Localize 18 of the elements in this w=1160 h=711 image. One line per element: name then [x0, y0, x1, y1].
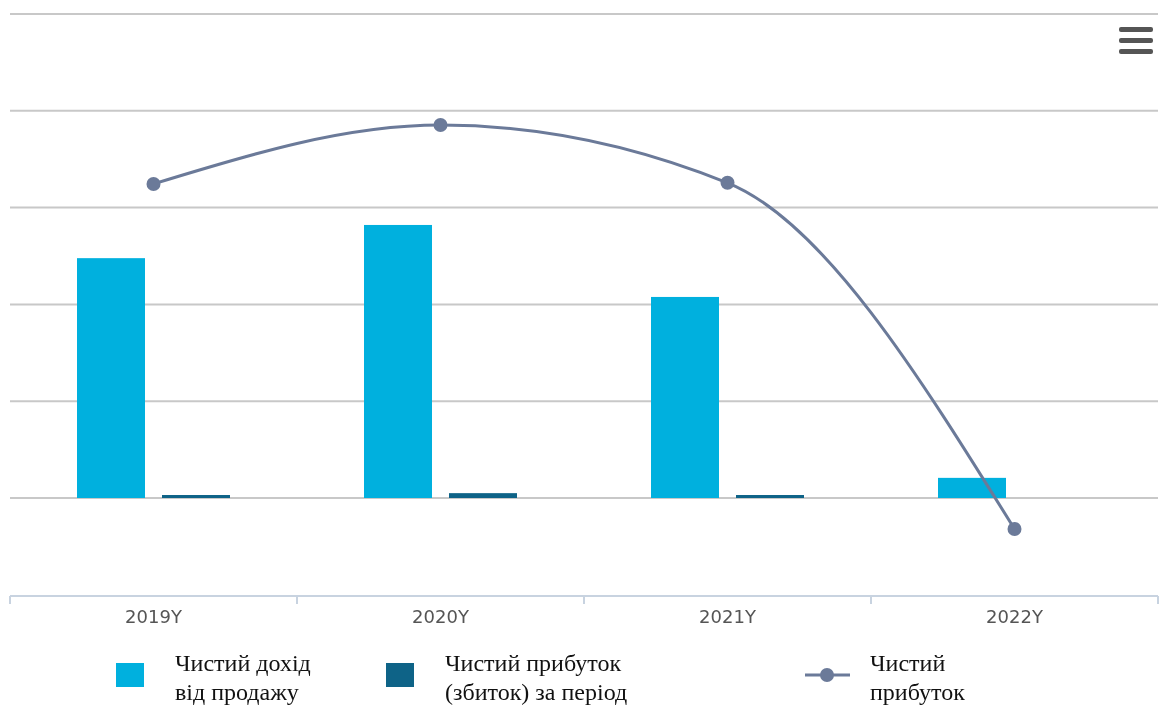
point	[146, 176, 161, 191]
bar	[938, 477, 1006, 498]
x-tick-label: 2020Y	[412, 606, 470, 627]
point	[433, 118, 448, 132]
bar	[162, 495, 230, 498]
bar	[364, 224, 432, 498]
bar	[77, 258, 145, 498]
x-tick-label: 2021Y	[699, 606, 757, 627]
legend-label: Чистий прибуток	[870, 650, 966, 705]
point	[720, 175, 735, 190]
x-tick-label: 2019Y	[125, 606, 183, 627]
x-tick-label: 2022Y	[986, 606, 1044, 627]
bar	[449, 493, 517, 498]
point	[1007, 521, 1022, 536]
bar	[736, 495, 804, 498]
legend-label: Чистий дохід від продажу	[175, 650, 311, 705]
bar	[651, 296, 719, 498]
legend-label: Чистий прибуток (збиток) за період	[445, 650, 628, 705]
